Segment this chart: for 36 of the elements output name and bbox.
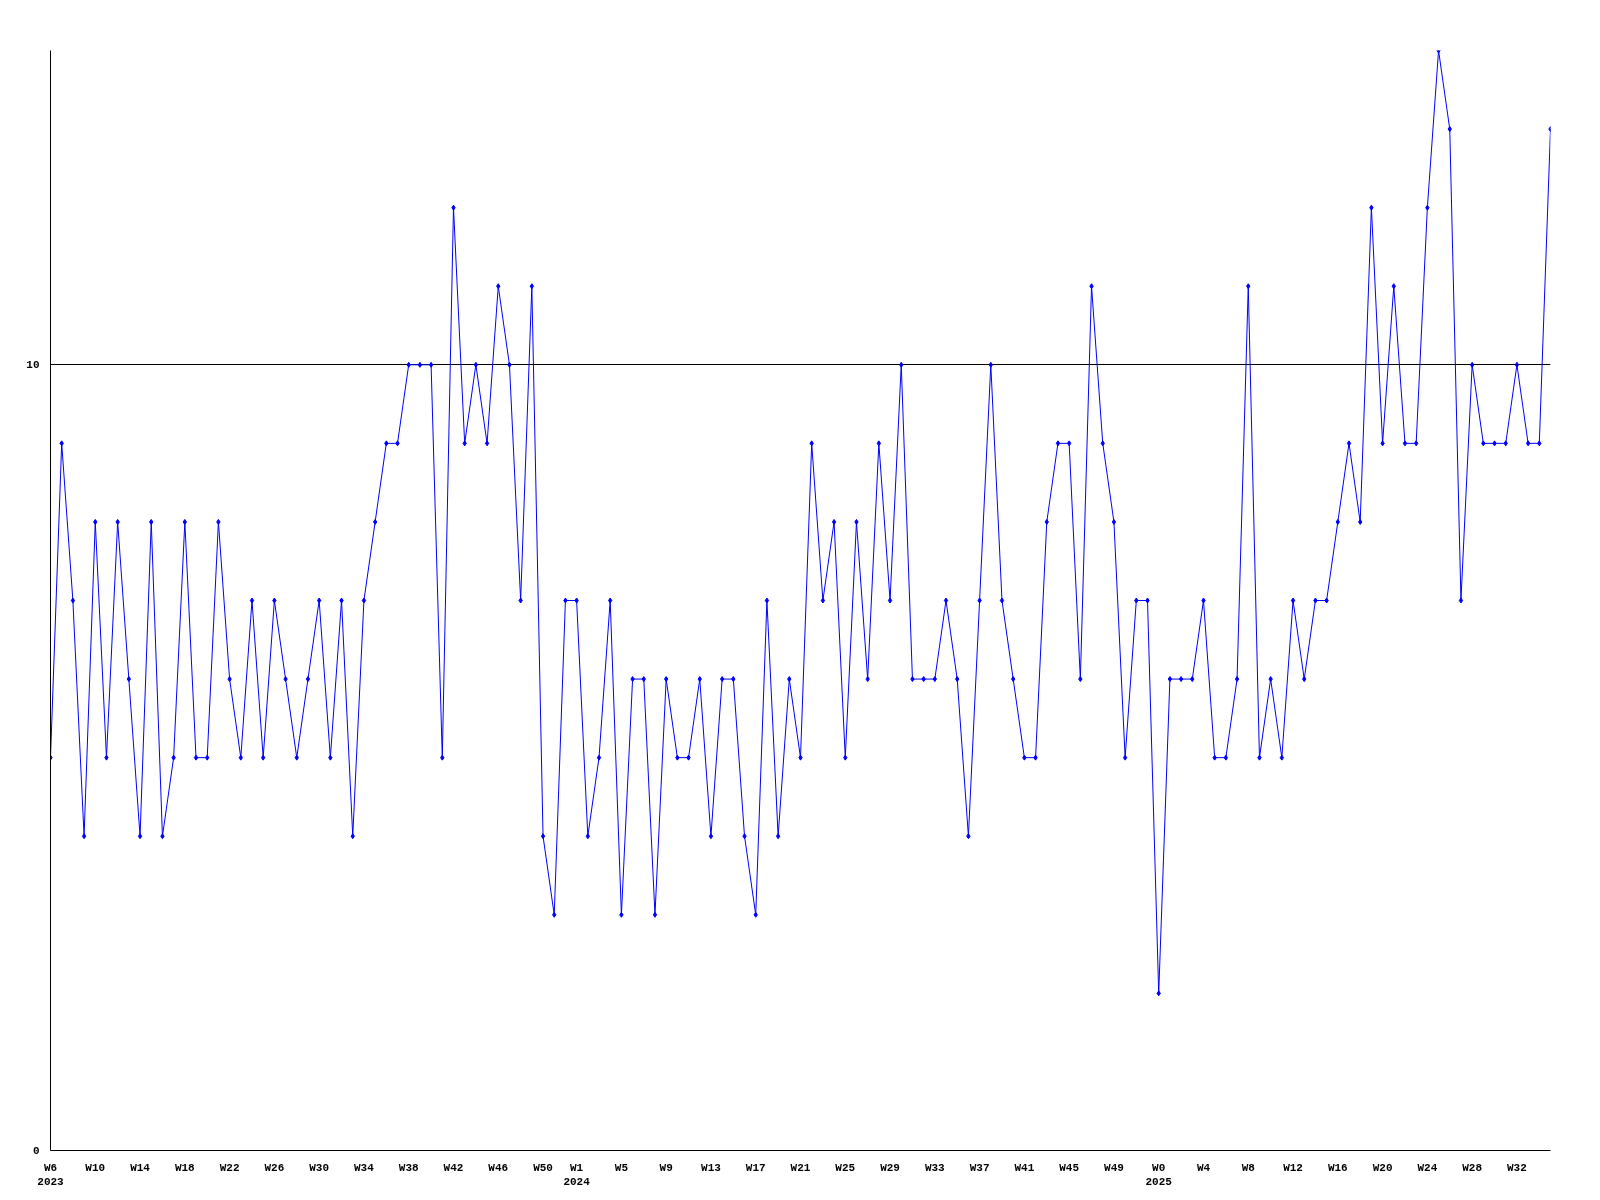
x-tick-label: W37 [969,1161,990,1174]
x-tick-label: W38 [398,1161,420,1174]
x-tick-label: W10 [85,1161,106,1174]
x-tick-label: W4 [1196,1161,1211,1174]
x-tick-label: W24 [1417,1161,1438,1174]
x-tick-label: W17 [745,1161,766,1174]
x-tick-label: W30 [309,1161,330,1174]
x-tick-label: W8 [1241,1161,1256,1174]
x-tick-label: W34 [354,1161,375,1174]
x-tick-label: W13 [701,1161,722,1174]
x-tick-label: W9 [659,1161,673,1174]
x-tick-label: W21 [790,1161,811,1174]
y-tick-label: 0 [32,1145,40,1157]
x-tick-label: W32 [1507,1161,1527,1174]
x-tick-label: W49 [1104,1161,1124,1174]
x-tick-label: W45 [1059,1161,1080,1174]
x-tick-label: W28 [1462,1161,1483,1174]
x-tick-label: W5 [614,1161,629,1174]
x-tick-label: W26 [264,1161,285,1174]
x-tick-label: W16 [1327,1161,1348,1174]
x-tick-label: W14 [130,1161,151,1174]
y-tick-label: 10 [26,359,40,372]
x-tick-label: W6 2023 [37,1161,65,1188]
x-tick-label: W29 [880,1161,900,1174]
x-tick-label: W33 [924,1161,946,1174]
x-tick-label: W1 2024 [563,1161,591,1188]
x-tick-label: W22 [219,1161,240,1174]
x-tick-label: W42 [443,1161,464,1174]
x-tick-label: W50 [533,1161,553,1174]
x-tick-label: W0 2025 [1145,1161,1173,1188]
x-tick-label: W20 [1372,1161,1393,1174]
x-tick-label: W46 [488,1161,509,1174]
x-tick-label: W25 [835,1161,856,1174]
x-tick-label: W12 [1283,1161,1303,1174]
x-tick-label: W18 [174,1161,196,1174]
x-tick-label: W41 [1014,1161,1035,1174]
